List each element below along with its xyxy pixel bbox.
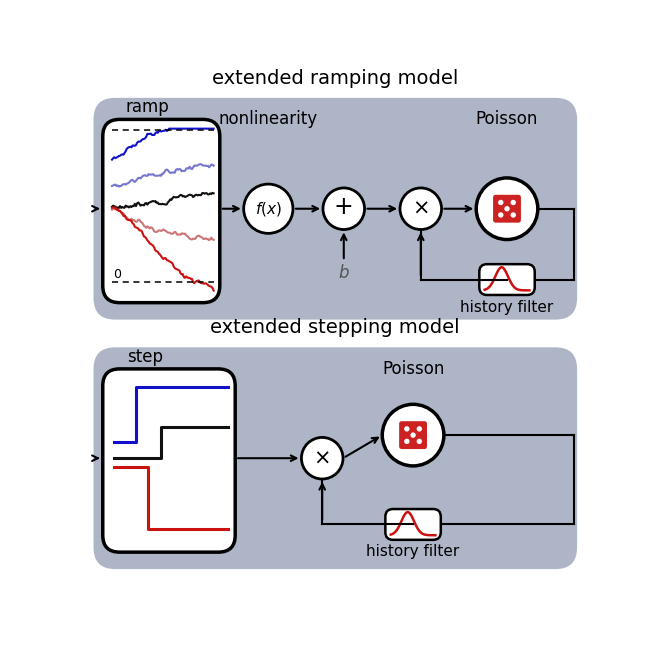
Circle shape: [244, 184, 293, 233]
Circle shape: [510, 200, 516, 205]
Circle shape: [383, 404, 444, 466]
Text: history filter: history filter: [460, 299, 553, 314]
Text: step: step: [127, 348, 163, 365]
Text: $f(x)$: $f(x)$: [255, 200, 282, 217]
FancyBboxPatch shape: [103, 369, 235, 552]
Text: +: +: [334, 195, 354, 219]
Text: b: b: [339, 264, 349, 282]
Text: extended stepping model: extended stepping model: [210, 318, 460, 337]
Circle shape: [510, 212, 516, 217]
Text: ×: ×: [412, 198, 430, 219]
Circle shape: [411, 432, 416, 438]
Circle shape: [400, 188, 441, 229]
Circle shape: [417, 426, 422, 432]
Circle shape: [417, 439, 422, 444]
Text: history filter: history filter: [366, 544, 460, 559]
Circle shape: [476, 178, 538, 240]
Circle shape: [498, 212, 504, 217]
Text: Poisson: Poisson: [382, 360, 444, 378]
Text: Poisson: Poisson: [476, 110, 538, 128]
Circle shape: [301, 438, 343, 479]
Circle shape: [504, 206, 510, 212]
FancyBboxPatch shape: [94, 347, 577, 569]
FancyBboxPatch shape: [398, 420, 428, 450]
Text: extended ramping model: extended ramping model: [212, 69, 458, 88]
FancyBboxPatch shape: [492, 194, 522, 224]
Circle shape: [404, 426, 409, 432]
FancyBboxPatch shape: [94, 98, 577, 320]
Circle shape: [323, 188, 365, 229]
Text: 0: 0: [113, 269, 121, 282]
Circle shape: [404, 439, 409, 444]
Text: nonlinearity: nonlinearity: [219, 110, 318, 128]
Text: ×: ×: [314, 448, 331, 468]
FancyBboxPatch shape: [103, 119, 220, 303]
FancyBboxPatch shape: [385, 509, 441, 540]
Text: ramp: ramp: [125, 98, 169, 117]
FancyBboxPatch shape: [479, 264, 534, 295]
Circle shape: [498, 200, 504, 205]
